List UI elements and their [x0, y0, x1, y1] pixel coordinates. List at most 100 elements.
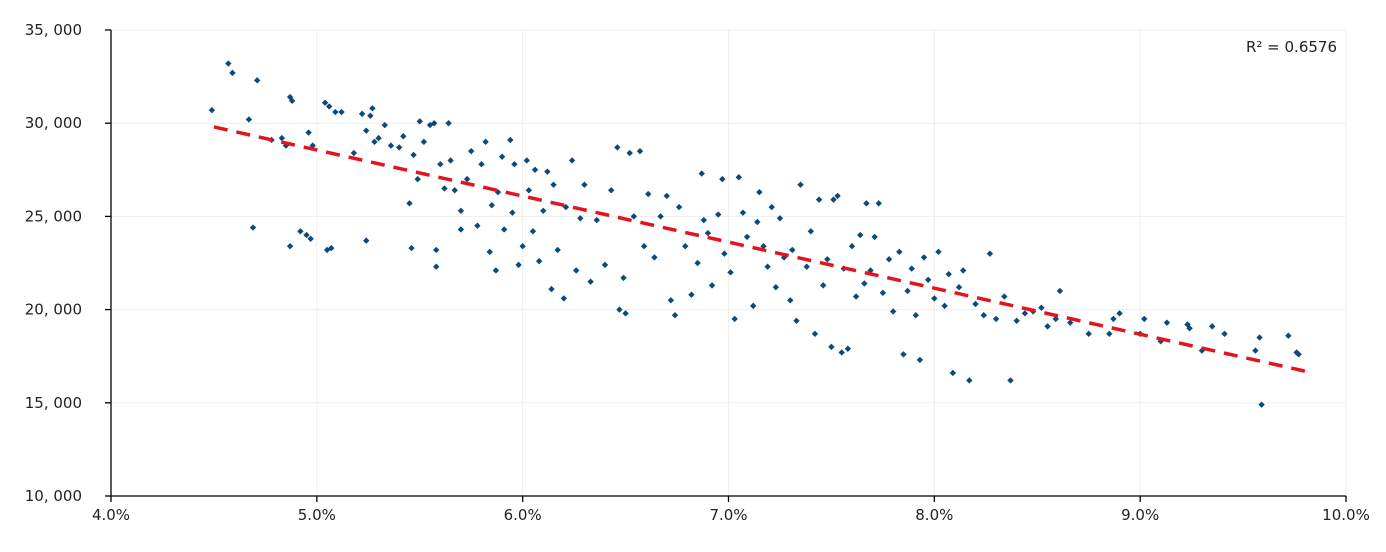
data-point — [916, 356, 924, 364]
data-point — [992, 315, 1000, 323]
data-point — [879, 289, 887, 297]
data-point — [857, 231, 864, 239]
data-point — [727, 269, 734, 276]
data-point — [959, 267, 967, 274]
data-point — [381, 121, 388, 129]
data-point — [875, 200, 882, 207]
data-point — [367, 112, 374, 119]
data-point — [307, 235, 314, 242]
data-point — [445, 120, 452, 127]
data-point — [554, 246, 561, 254]
data-point — [457, 207, 465, 215]
data-point — [519, 243, 526, 250]
data-point — [828, 343, 835, 351]
data-point — [509, 209, 516, 216]
data-point — [789, 246, 796, 254]
data-point — [245, 116, 253, 123]
data-point — [607, 187, 615, 194]
data-point — [904, 287, 911, 295]
data-point — [1038, 304, 1045, 311]
data-point — [1044, 323, 1051, 330]
data-point — [819, 282, 827, 289]
data-point — [640, 243, 648, 250]
data-point — [807, 228, 815, 235]
trendline — [213, 125, 1306, 373]
data-point — [305, 129, 312, 136]
data-point — [323, 246, 331, 254]
r-squared-annotation: R² = 0.6576 — [1246, 38, 1337, 56]
data-point — [253, 77, 261, 84]
data-point — [488, 202, 495, 209]
data-point — [593, 216, 600, 224]
data-point — [587, 278, 594, 285]
data-point — [719, 175, 726, 183]
data-point — [562, 203, 570, 211]
data-point — [430, 120, 438, 127]
data-point — [986, 250, 994, 257]
data-point — [500, 226, 508, 233]
data-point — [739, 209, 747, 216]
data-point — [852, 293, 860, 300]
data-point — [616, 306, 623, 313]
data-point — [896, 248, 903, 256]
data-point — [363, 127, 370, 134]
data-point — [414, 175, 421, 183]
data-point — [1085, 330, 1092, 338]
data-point — [457, 226, 465, 233]
data-point — [815, 196, 823, 203]
data-point — [803, 263, 810, 270]
data-point — [474, 222, 481, 229]
data-point — [945, 270, 952, 278]
data-point — [581, 181, 588, 188]
data-point — [834, 192, 841, 200]
data-point — [871, 233, 878, 241]
data-point — [1001, 293, 1008, 300]
y-tick-label: 15, 000 — [25, 394, 82, 412]
data-point — [900, 351, 907, 358]
data-point — [550, 181, 557, 188]
data-point — [395, 144, 403, 151]
data-point — [531, 166, 539, 173]
x-tick-label: 4.0% — [92, 506, 130, 524]
data-point — [451, 187, 458, 194]
data-point — [620, 274, 627, 282]
data-point — [764, 263, 771, 270]
data-point — [208, 106, 216, 114]
data-point — [651, 254, 658, 261]
data-point — [682, 243, 689, 250]
data-point — [754, 218, 761, 226]
data-point — [548, 285, 555, 293]
data-point — [885, 256, 893, 263]
data-point — [1184, 321, 1191, 328]
data-point — [535, 257, 543, 265]
data-point — [321, 99, 329, 106]
data-point — [1293, 349, 1300, 356]
data-point — [601, 261, 609, 269]
data-point — [328, 244, 335, 252]
data-point — [1021, 310, 1029, 317]
data-point — [1285, 332, 1292, 339]
data-point — [671, 311, 679, 319]
data-point — [463, 175, 471, 183]
data-point — [523, 157, 530, 164]
data-point — [941, 302, 948, 310]
data-point — [371, 138, 378, 146]
data-point — [622, 310, 629, 317]
data-point — [433, 263, 440, 270]
data-point — [912, 311, 920, 319]
data-point — [437, 161, 444, 168]
data-point — [494, 188, 502, 196]
data-point — [811, 330, 819, 338]
data-point — [626, 149, 633, 157]
data-point — [838, 349, 845, 356]
y-tick-label: 20, 000 — [25, 301, 82, 319]
data-point — [416, 118, 423, 125]
data-point — [507, 136, 514, 144]
y-tick-label: 35, 000 — [25, 21, 82, 39]
x-tick-label: 8.0% — [915, 506, 953, 524]
data-point — [1007, 377, 1014, 384]
data-point — [667, 297, 675, 304]
data-point — [332, 108, 339, 116]
data-point — [577, 215, 584, 222]
